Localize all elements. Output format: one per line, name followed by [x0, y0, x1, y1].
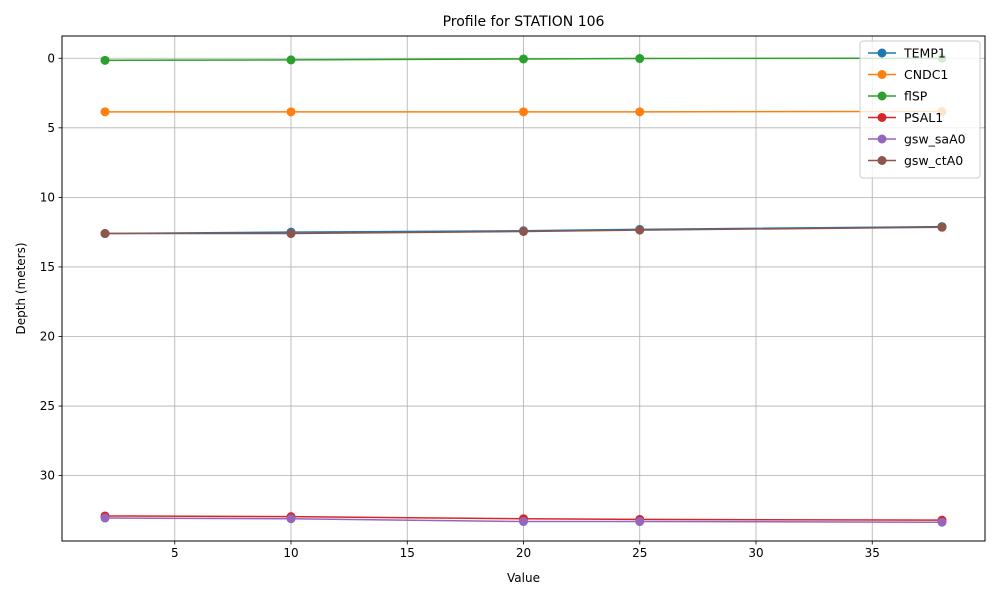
- data-point: [635, 107, 645, 117]
- legend-swatch-marker: [877, 134, 887, 144]
- y-tick-label: 5: [47, 121, 55, 135]
- data-point: [635, 54, 645, 64]
- data-point: [519, 107, 528, 117]
- legend-label: TEMP1: [903, 46, 946, 61]
- legend-swatch-marker: [877, 91, 887, 101]
- y-tick-label: 15: [40, 260, 55, 274]
- legend-item: TEMP1: [868, 46, 946, 61]
- y-tick-label: 10: [40, 190, 55, 204]
- legend-item: CNDC1: [868, 67, 948, 82]
- legend-swatch-marker: [877, 156, 887, 165]
- chart-title: Profile for STATION 106: [443, 14, 605, 30]
- legend-swatch-marker: [877, 48, 887, 58]
- data-point: [286, 55, 296, 65]
- legend: TEMP1 CNDC1 flSP PSAL1 gsw_saA0 gsw_ctA0: [859, 40, 981, 179]
- legend-label: gsw_ctA0: [904, 153, 963, 168]
- legend-swatch-marker: [877, 113, 887, 122]
- series-gsw_ctA0: [100, 222, 947, 239]
- x-tick-label: 5: [171, 546, 179, 560]
- legend-label: gsw_saA0: [904, 132, 966, 147]
- y-axis-label: Depth (meters): [14, 242, 28, 334]
- x-tick-label: 10: [283, 546, 298, 560]
- y-tick-label: 30: [40, 469, 55, 483]
- data-point: [937, 517, 947, 527]
- x-tick-label: 25: [632, 546, 647, 560]
- x-tick-label: 35: [865, 546, 880, 560]
- legend-item: flSP: [868, 89, 928, 104]
- x-tick-label: 15: [400, 546, 415, 560]
- data-point: [100, 513, 110, 523]
- series-layer: [100, 53, 947, 527]
- grid: [62, 36, 985, 541]
- legend-item: PSAL1: [868, 110, 943, 125]
- x-axis: 5 10 15 20 25 30 35: [171, 541, 880, 560]
- data-point: [100, 55, 110, 65]
- data-point: [286, 229, 296, 239]
- series-CNDC1: [100, 106, 947, 117]
- data-point: [100, 229, 110, 239]
- data-point: [635, 517, 645, 527]
- data-point: [100, 107, 110, 117]
- data-point: [937, 222, 947, 232]
- data-point: [635, 225, 645, 235]
- legend-item: gsw_ctA0: [868, 153, 963, 168]
- y-tick-label: 0: [47, 51, 55, 65]
- data-point: [286, 107, 296, 117]
- x-tick-label: 20: [516, 546, 531, 560]
- data-point: [519, 226, 528, 236]
- legend-label: flSP: [904, 89, 928, 104]
- data-point: [519, 517, 528, 527]
- legend-label: PSAL1: [904, 110, 943, 125]
- data-point: [519, 54, 528, 64]
- y-axis: 0 5 10 15 20 25 30: [40, 51, 62, 483]
- data-point: [286, 514, 296, 524]
- x-tick-label: 30: [748, 546, 763, 560]
- x-axis-label: Value: [507, 571, 540, 585]
- y-tick-label: 25: [40, 399, 55, 413]
- legend-label: CNDC1: [904, 67, 948, 82]
- y-tick-label: 20: [40, 329, 55, 343]
- series-gsw_saA0: [100, 513, 947, 527]
- legend-swatch-marker: [877, 70, 887, 79]
- legend-item: gsw_saA0: [868, 132, 966, 147]
